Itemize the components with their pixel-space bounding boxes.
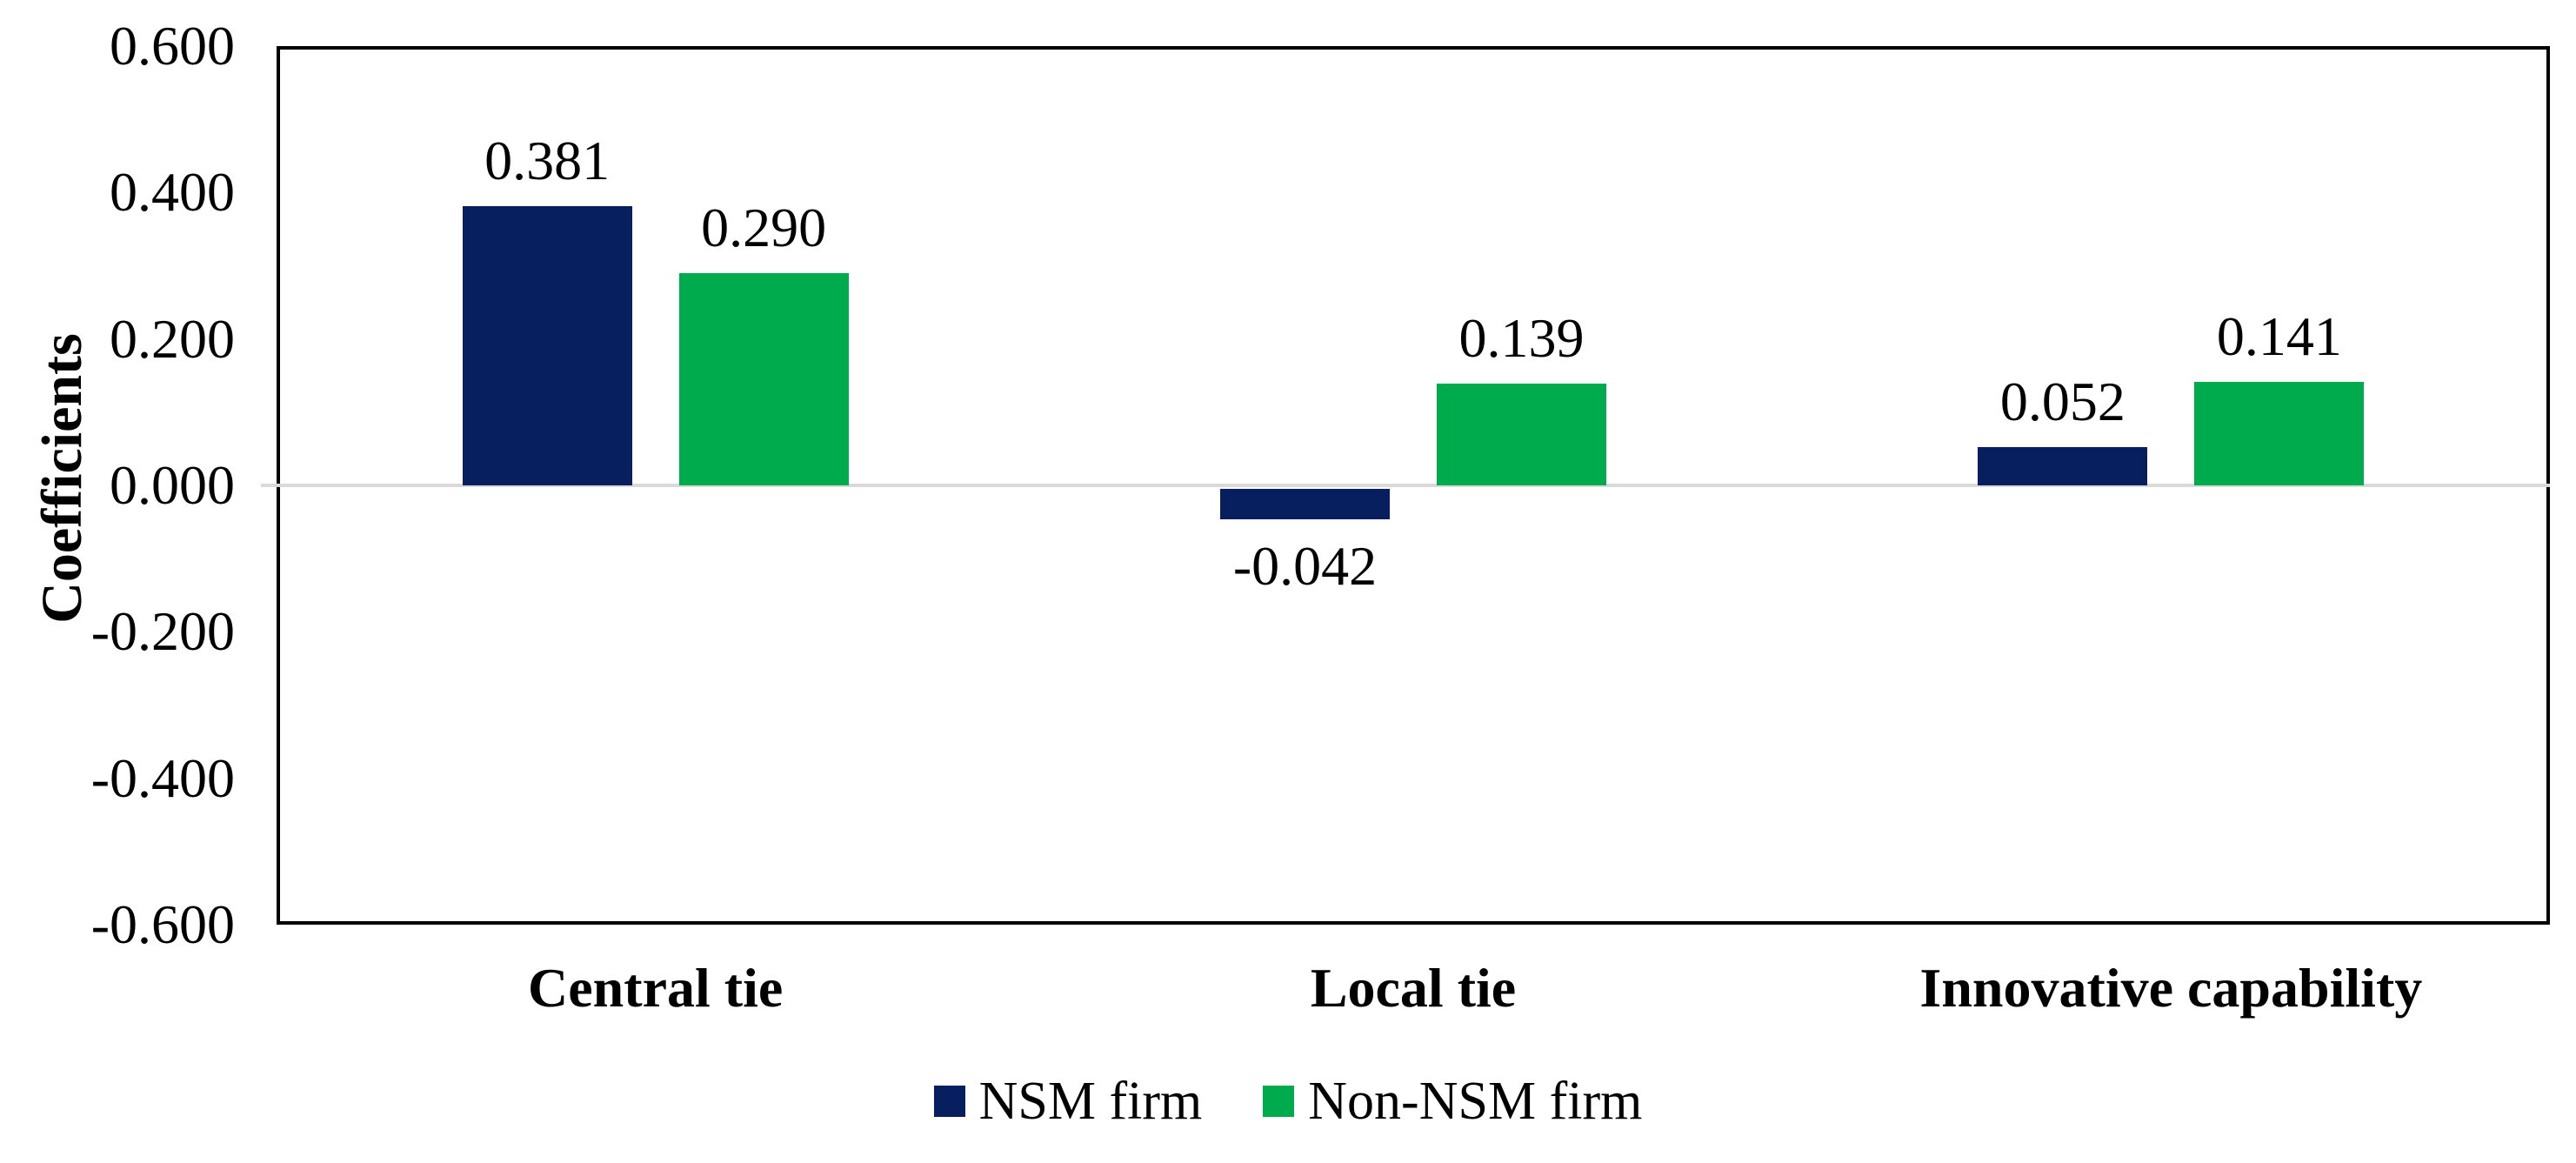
bar-non-nsm-firm-2 xyxy=(2194,382,2365,485)
y-tick-label: -0.600 xyxy=(90,893,235,955)
bar-nsm-firm-1 xyxy=(1220,489,1390,520)
x-axis-label: Innovative capability xyxy=(1919,957,2423,1019)
legend-color-swatch-icon xyxy=(1263,1086,1295,1117)
y-tick-label: -0.400 xyxy=(90,746,235,809)
legend-item: Non-NSM firm xyxy=(1263,1070,1642,1133)
bar-nsm-firm-0 xyxy=(462,206,632,485)
bar-non-nsm-firm-0 xyxy=(678,272,849,485)
data-label: 0.381 xyxy=(484,130,611,192)
data-label: 0.290 xyxy=(701,196,827,258)
legend: NSM firm Non-NSM firm xyxy=(0,1069,2576,1133)
data-label: 0.139 xyxy=(1458,307,1585,369)
zero-gridline xyxy=(261,484,2550,487)
y-tick-label: 0.400 xyxy=(110,161,235,224)
data-label: 0.141 xyxy=(2216,305,2342,368)
x-axis-label: Local tie xyxy=(1310,957,1517,1019)
bar-non-nsm-firm-1 xyxy=(1437,384,1606,485)
legend-item: NSM firm xyxy=(933,1070,1203,1133)
y-tick-label: 0.200 xyxy=(110,307,235,370)
y-tick-label: 0.000 xyxy=(110,454,235,516)
data-label: -0.042 xyxy=(1232,535,1378,598)
x-axis-label: Central tie xyxy=(528,957,784,1019)
data-label: 0.052 xyxy=(1999,371,2126,433)
y-tick-label: 0.600 xyxy=(110,15,235,77)
legend-label: Non-NSM firm xyxy=(1308,1072,1643,1131)
y-tick-label: -0.200 xyxy=(90,600,235,663)
legend-label: NSM firm xyxy=(978,1072,1203,1131)
bar-nsm-firm-2 xyxy=(1978,447,2148,485)
legend-color-swatch-icon xyxy=(933,1086,965,1117)
